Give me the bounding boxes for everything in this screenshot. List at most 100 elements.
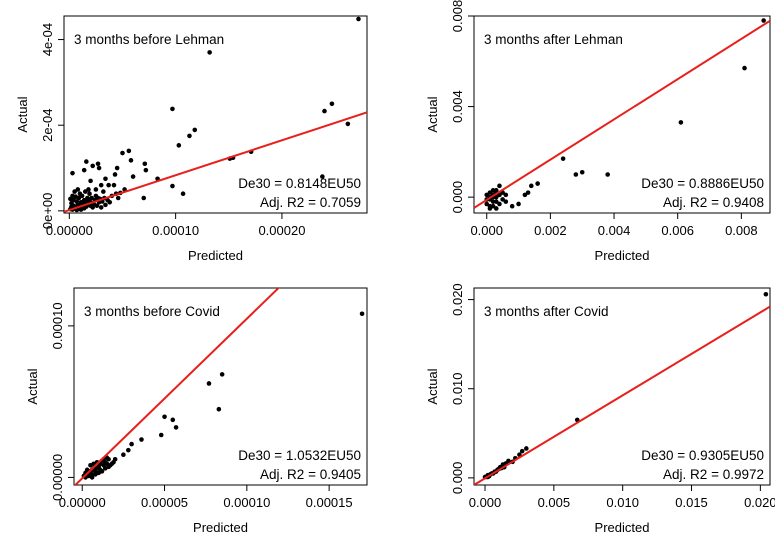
lehman-after-x-tick-label: 0.006 <box>661 223 694 238</box>
lehman-after-r2-annotation: Adj. R2 = 0.9408 <box>663 195 764 210</box>
lehman-after-data-point <box>509 203 515 209</box>
lehman-before-data-point <box>142 161 148 167</box>
lehman-after-y-tick-label: 0.000 <box>450 181 465 214</box>
covid-before-data-point <box>206 381 212 386</box>
lehman-after-x-tick-label: 0.004 <box>598 223 631 238</box>
lehman-before-x-tick-label: 0.00010 <box>152 223 199 238</box>
lehman-after-data-point <box>490 199 496 204</box>
covid-after-panel: 0.000 0.005 0.010 0.015 0.020 0.000 0.010 0.020… <box>425 283 775 535</box>
covid-after-x-tick-label: 0.005 <box>538 495 571 510</box>
lehman-before-data-point <box>72 189 77 194</box>
lehman-before-data-point <box>111 182 117 188</box>
covid-before-data-point <box>84 467 90 473</box>
covid-after-r2-annotation: Adj. R2 = 0.9972 <box>663 467 764 482</box>
lehman-after-x-axis-label: Predicted <box>595 248 650 263</box>
lehman-before-y-tick-label: 0e+00 <box>40 193 55 230</box>
covid-before-data-point <box>216 406 222 412</box>
lehman-before-panel-title: 3 months before Lehman <box>74 32 224 47</box>
covid-after-data-point <box>519 448 525 454</box>
lehman-after-data-point <box>490 188 496 193</box>
lehman-after-panel-title: 3 months after Lehman <box>484 32 623 47</box>
covid-after-x-tick-label: 0.010 <box>606 495 639 510</box>
covid-before-data-point <box>158 432 164 438</box>
lehman-before-data-point <box>88 178 93 184</box>
lehman-after-data-point <box>678 120 684 125</box>
covid-after-y-tick-label: 0.020 <box>450 283 465 316</box>
lehman-before-data-point <box>82 189 88 194</box>
lehman-before-data-point <box>115 195 121 201</box>
lehman-before-data-point <box>356 16 361 22</box>
covid-after-plot-frame <box>473 287 771 486</box>
lehman-after-data-point <box>497 192 502 198</box>
lehman-before-data-point <box>106 182 111 188</box>
lehman-before-data-point <box>68 196 73 202</box>
lehman-before-data-point <box>170 183 175 189</box>
covid-after-y-tick-label: 0.000 <box>450 462 465 495</box>
lehman-after-y-tick-label: 0.004 <box>450 90 465 123</box>
lehman-after-data-point <box>579 169 585 175</box>
lehman-before-plot-frame <box>63 15 368 214</box>
lehman-after-x-tick-label: 0.000 <box>470 223 503 238</box>
lehman-after-data-point <box>742 65 747 71</box>
covid-before-data-point <box>102 459 108 465</box>
covid-before-y-tick-label: 0.00010 <box>50 302 65 349</box>
lehman-after-data-point <box>493 206 499 211</box>
lehman-after-data-point <box>490 203 496 209</box>
lehman-before-data-point <box>192 127 198 133</box>
covid-after-x-tick-label: 0.020 <box>744 495 775 510</box>
lehman-after-data-point <box>535 181 540 186</box>
covid-before-r2-annotation: Adj. R2 = 0.9405 <box>260 467 361 482</box>
covid-before-panel: 0.00000 0.00005 0.00010 0.00015 0.00000 0.000… <box>25 287 368 535</box>
lehman-before-data-point <box>114 165 120 171</box>
lehman-before-y-tick-label: 2e-04 <box>40 109 55 142</box>
lehman-before-data-point <box>98 205 104 210</box>
lehman-after-data-point <box>493 199 499 204</box>
lehman-after-data-point <box>525 190 531 195</box>
lehman-before-regression-line <box>64 111 367 213</box>
covid-after-x-axis-label: Predicted <box>595 520 650 535</box>
lehman-after-data-point <box>503 192 509 198</box>
lehman-after-data-point <box>493 188 499 193</box>
covid-before-data-point <box>170 417 176 423</box>
lehman-after-data-point <box>560 156 566 161</box>
lehman-before-data-point <box>103 202 108 208</box>
lehman-before-data-point <box>93 187 99 192</box>
covid-before-x-tick-label: 0.00005 <box>141 495 188 510</box>
lehman-before-data-point <box>143 167 149 173</box>
lehman-before-panel: 0.00000 0.00010 0.00020 0e+00 2e-04 4e-04 Pred… <box>15 15 368 263</box>
lehman-before-data-point <box>170 106 175 112</box>
lehman-before-data-point <box>101 189 106 194</box>
covid-after-data-point <box>763 291 769 297</box>
lehman-before-data-point <box>78 207 84 212</box>
lehman-before-data-point <box>130 174 136 179</box>
lehman-before-data-point <box>128 158 134 163</box>
lehman-before-r2-annotation: Adj. R2 = 0.7059 <box>260 195 361 210</box>
lehman-before-y-axis-label: Actual <box>15 96 30 132</box>
covid-before-plot-frame <box>73 287 368 486</box>
covid-after-x-tick-label: 0.000 <box>469 495 502 510</box>
lehman-before-data-point <box>98 182 104 188</box>
lehman-before-data-point <box>96 165 102 171</box>
covid-before-data-point <box>99 469 105 474</box>
covid-after-slope-annotation: De30 = 0.9305EU50 <box>641 448 764 463</box>
lehman-before-data-point <box>207 50 212 55</box>
lehman-after-data-point <box>503 199 509 204</box>
covid-after-panel-title: 3 months after Covid <box>484 304 609 319</box>
covid-before-data-point <box>359 311 365 317</box>
lehman-after-y-tick-label: 0.008 <box>450 0 465 32</box>
lehman-after-data-point <box>497 183 502 189</box>
lehman-after-data-point <box>522 192 528 198</box>
lehman-after-slope-annotation: De30 = 0.8886EU50 <box>641 176 764 191</box>
lehman-after-data-point <box>487 206 493 211</box>
lehman-before-data-point <box>107 199 113 205</box>
covid-after-y-axis-label: Actual <box>425 368 440 404</box>
covid-before-y-axis-label: Actual <box>25 368 40 404</box>
covid-before-data-point <box>106 464 111 470</box>
lehman-before-y-tick-label: 4e-04 <box>40 23 55 56</box>
covid-before-data-point <box>129 441 134 447</box>
lehman-after-data-point <box>516 201 521 207</box>
lehman-after-data-point <box>500 197 505 202</box>
lehman-after-data-point <box>605 172 610 177</box>
lehman-after-x-tick-label: 0.002 <box>534 223 567 238</box>
lehman-after-data-point <box>493 194 499 200</box>
